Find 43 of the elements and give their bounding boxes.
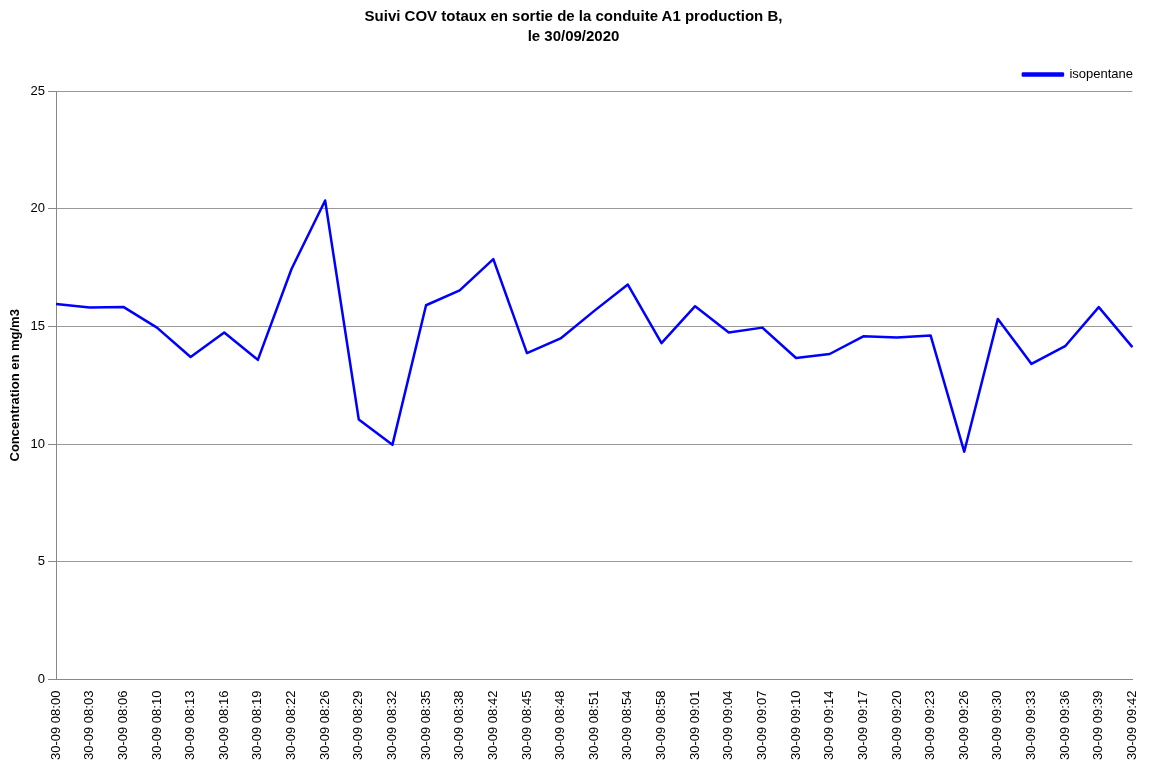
x-tick-label: 30-09 08:00 (47, 690, 63, 761)
x-tick-label: 30-09 09:23 (922, 690, 938, 761)
x-tick-label: 30-09 08:10 (148, 690, 164, 761)
y-tick-label: 5 (37, 553, 46, 569)
x-tick-label: 30-09 08:51 (585, 690, 601, 761)
x-tick-label: 30-09 09:42 (1123, 690, 1139, 761)
x-tick-label: 30-09 08:03 (81, 690, 97, 761)
x-tick-label: 30-09 08:22 (283, 690, 299, 761)
y-tick-label: 0 (37, 671, 46, 687)
x-tick-label: 30-09 08:35 (417, 690, 433, 761)
x-tick-label: 30-09 08:16 (215, 690, 231, 761)
x-tick-label: 30-09 08:19 (249, 690, 265, 761)
x-tick-label: 30-09 08:13 (182, 690, 198, 761)
x-tick-label: 30-09 08:06 (114, 690, 130, 761)
x-tick-label: 30-09 09:14 (821, 690, 837, 761)
chart-subtitle: le 30/09/2020 (527, 27, 620, 45)
y-tick-label: 25 (30, 82, 46, 98)
x-tick-label: 30-09 09:39 (1090, 690, 1106, 761)
x-tick-label: 30-09 09:01 (686, 690, 702, 761)
x-tick-label: 30-09 08:54 (619, 690, 635, 761)
x-tick-label: 30-09 09:10 (787, 690, 803, 761)
x-tick-label: 30-09 09:36 (1056, 690, 1072, 761)
x-tick-label: 30-09 08:26 (316, 690, 332, 761)
y-axis-title: Concentration en mg/m3 (7, 309, 23, 462)
y-tick-label: 15 (30, 318, 46, 334)
chart-title: Suivi COV totaux en sortie de la conduite A1 production B, (364, 7, 783, 25)
y-tick-label: 20 (30, 200, 46, 216)
x-tick-label: 30-09 08:45 (518, 690, 534, 761)
x-tick-label: 30-09 09:04 (720, 690, 736, 761)
y-tick-label: 10 (30, 435, 46, 451)
x-tick-label: 30-09 08:42 (484, 690, 500, 761)
x-tick-label: 30-09 08:29 (350, 690, 366, 761)
x-tick-label: 30-09 08:48 (552, 690, 568, 761)
x-tick-label: 30-09 09:30 (989, 690, 1005, 761)
x-tick-label: 30-09 09:07 (753, 690, 769, 761)
x-tick-label: 30-09 09:26 (955, 690, 971, 761)
x-tick-label: 30-09 08:38 (451, 690, 467, 761)
x-tick-label: 30-09 09:20 (888, 690, 904, 761)
x-tick-label: 30-09 09:33 (1023, 690, 1039, 761)
x-tick-label: 30-09 08:58 (653, 690, 669, 761)
x-tick-label: 30-09 08:32 (383, 690, 399, 761)
legend-label: isopentane (1069, 66, 1134, 82)
x-tick-label: 30-09 09:17 (854, 690, 870, 761)
